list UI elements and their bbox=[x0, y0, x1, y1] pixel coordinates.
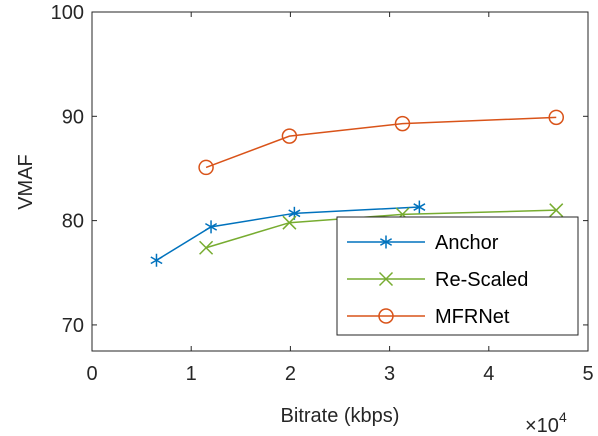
x-tick-label: 0 bbox=[86, 363, 97, 385]
x-exponent-power: 4 bbox=[559, 409, 567, 425]
x-tick-label: 5 bbox=[582, 363, 593, 385]
data-point-re-scaled bbox=[282, 215, 297, 230]
x-exponent-base: ×10 bbox=[525, 415, 559, 436]
data-point-re-scaled bbox=[549, 203, 564, 218]
legend-entries: Anchor Re-Scaled MFRNet bbox=[347, 232, 528, 328]
x-axis-label: Bitrate (kbps) bbox=[281, 405, 400, 427]
x-tick-label: 4 bbox=[483, 363, 494, 385]
legend: Anchor Re-Scaled MFRNet bbox=[336, 216, 579, 336]
series-anchor bbox=[150, 200, 426, 267]
legend-entry-re-scaled: Re-Scaled bbox=[347, 269, 528, 291]
data-point-re-scaled bbox=[199, 240, 214, 255]
y-tick-label: 90 bbox=[62, 106, 84, 128]
x-tick-label: 1 bbox=[186, 363, 197, 385]
legend-marker-anchor bbox=[379, 235, 393, 249]
legend-marker-re-scaled bbox=[378, 271, 394, 287]
series-line-mfrnet bbox=[205, 116, 557, 169]
y-axis-label: VMAF bbox=[15, 154, 37, 210]
data-point-anchor bbox=[150, 253, 163, 267]
data-point-anchor bbox=[413, 200, 426, 214]
x-tick-label: 2 bbox=[285, 363, 296, 385]
series-line-anchor bbox=[156, 206, 420, 261]
ticks-layer: 0 1 2 3 4 5 70 80 90 100 bbox=[51, 2, 594, 385]
y-tick-label: 100 bbox=[51, 2, 84, 24]
data-point-mfrnet bbox=[198, 159, 214, 176]
legend-entry-mfrnet: MFRNet bbox=[347, 306, 510, 328]
data-point-mfrnet bbox=[394, 115, 411, 132]
data-point-mfrnet bbox=[281, 128, 298, 144]
legend-label-re-scaled: Re-Scaled bbox=[435, 269, 528, 291]
legend-label-mfrnet: MFRNet bbox=[435, 306, 510, 328]
y-tick-label: 80 bbox=[62, 211, 84, 233]
x-tick-label: 3 bbox=[384, 363, 395, 385]
legend-marker-mfrnet bbox=[378, 308, 394, 324]
x-exponent: ×104 bbox=[525, 409, 567, 436]
series-mfrnet bbox=[198, 109, 565, 176]
data-point-mfrnet bbox=[548, 109, 565, 126]
legend-label-anchor: Anchor bbox=[435, 232, 499, 254]
data-point-anchor bbox=[205, 220, 218, 234]
y-tick-label: 70 bbox=[62, 315, 84, 337]
legend-entry-anchor: Anchor bbox=[347, 232, 499, 254]
plot-box bbox=[91, 11, 589, 352]
